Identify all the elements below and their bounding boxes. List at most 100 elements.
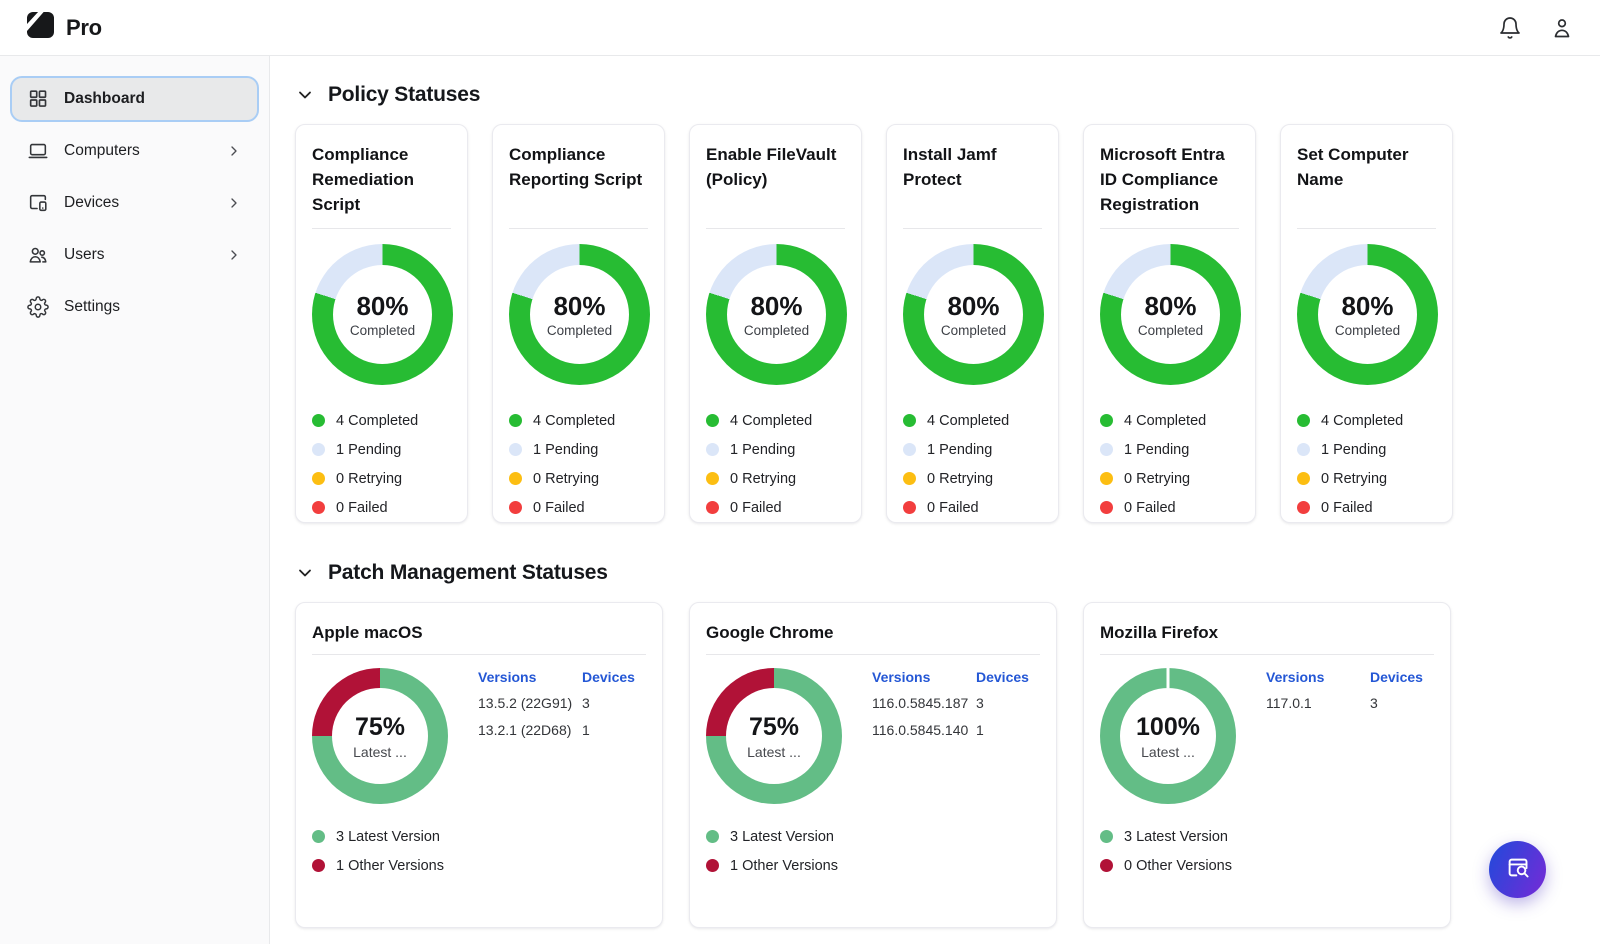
legend-dot	[706, 443, 719, 456]
policy-card-title: Compliance Reporting Script	[509, 145, 643, 189]
versions-table: Versions Devices 13.5.2 (22G91) 3 13.2.1…	[478, 669, 638, 749]
legend-dot	[706, 414, 719, 427]
chevron-right-icon	[226, 247, 242, 263]
policy-card-title: Enable FileVault (Policy)	[706, 145, 837, 189]
sidebar-item-dashboard[interactable]: Dashboard	[10, 76, 259, 122]
browser-search-icon	[1504, 854, 1531, 886]
policy-legend: 4 Completed 1 Pending 0 Retrying 0 Faile…	[903, 406, 1042, 522]
legend-item: 3 Latest Version	[1100, 822, 1434, 851]
section-title: Policy Statuses	[328, 83, 481, 106]
main-content: Policy Statuses Compliance Remediation S…	[270, 56, 1600, 944]
version-cell: 116.0.5845.140	[872, 722, 969, 738]
floating-search-button[interactable]	[1489, 841, 1546, 898]
section-title: Patch Management Statuses	[328, 561, 608, 584]
patch-legend: 3 Latest Version 1 Other Versions	[706, 822, 1040, 880]
legend-item: 4 Completed	[1100, 406, 1239, 435]
policy-donut-chart: 80% Completed	[903, 244, 1044, 385]
legend-dot	[706, 830, 719, 843]
versions-column-header[interactable]: Versions	[478, 669, 537, 685]
policy-card-title: Microsoft Entra ID Compliance Registrati…	[1100, 145, 1225, 214]
legend-label: 0 Failed	[927, 499, 979, 516]
chevron-right-icon	[226, 143, 242, 159]
user-icon[interactable]	[1550, 16, 1574, 40]
legend-dot	[706, 501, 719, 514]
devices-icon	[27, 192, 49, 214]
donut-percent: 80%	[1341, 291, 1394, 321]
bell-icon[interactable]	[1498, 16, 1522, 40]
legend-label: 4 Completed	[1124, 412, 1207, 429]
legend-dot	[509, 472, 522, 485]
donut-percent: 80%	[947, 291, 1000, 321]
policy-legend: 4 Completed 1 Pending 0 Retrying 0 Faile…	[1297, 406, 1436, 522]
version-cell: 13.2.1 (22D68)	[478, 722, 572, 738]
donut-percent: 80%	[1144, 291, 1197, 321]
policy-donut-chart: 80% Completed	[706, 244, 847, 385]
legend-dot	[312, 414, 325, 427]
legend-dot	[1297, 443, 1310, 456]
devices-column-header[interactable]: Devices	[1370, 669, 1423, 685]
devices-column-header[interactable]: Devices	[582, 669, 635, 685]
policy-card: Install Jamf Protect 80% Completed 4 Com…	[886, 124, 1059, 523]
legend-dot	[1100, 414, 1113, 427]
policy-legend: 4 Completed 1 Pending 0 Retrying 0 Faile…	[1100, 406, 1239, 522]
legend-label: 1 Other Versions	[336, 857, 444, 874]
chevron-down-icon[interactable]	[295, 85, 315, 105]
versions-table: Versions Devices 116.0.5845.187 3 116.0.…	[872, 669, 1032, 749]
legend-dot	[706, 472, 719, 485]
legend-dot	[903, 414, 916, 427]
donut-percent: 75%	[748, 712, 800, 741]
app-title: Pro	[66, 14, 102, 40]
legend-item: 0 Retrying	[706, 464, 845, 493]
legend-label: 1 Pending	[533, 441, 599, 458]
legend-item: 0 Retrying	[509, 464, 648, 493]
patch-cards-grid: Apple macOS 75% Latest ... Versions Devi…	[295, 602, 1600, 928]
versions-column-header[interactable]: Versions	[872, 669, 931, 685]
legend-dot	[903, 472, 916, 485]
legend-item: 1 Pending	[903, 435, 1042, 464]
legend-label: 1 Other Versions	[730, 857, 838, 874]
devices-cell: 1	[976, 722, 984, 738]
dashboard-icon	[27, 88, 49, 110]
legend-item: 4 Completed	[509, 406, 648, 435]
table-row: 13.5.2 (22G91) 3	[478, 695, 638, 712]
policy-card: Set Computer Name 80% Completed 4 Comple…	[1280, 124, 1453, 523]
divider	[1100, 654, 1434, 655]
sidebar-item-users[interactable]: Users	[10, 232, 259, 278]
version-cell: 13.5.2 (22G91)	[478, 695, 573, 711]
sidebar-item-label: Devices	[64, 194, 120, 211]
legend-item: 0 Failed	[1100, 493, 1239, 522]
legend-label: 1 Pending	[730, 441, 796, 458]
legend-item: 4 Completed	[312, 406, 451, 435]
devices-column-header[interactable]: Devices	[976, 669, 1029, 685]
policy-section-header[interactable]: Policy Statuses	[295, 83, 1600, 107]
top-header: Pro	[0, 0, 1600, 56]
patch-donut-chart: 75% Latest ...	[312, 668, 448, 804]
legend-label: 0 Failed	[336, 499, 388, 516]
donut-percent-label: Completed	[940, 323, 1007, 338]
donut-percent-label: Completed	[546, 323, 613, 338]
legend-label: 1 Pending	[927, 441, 993, 458]
donut-percent: 80%	[356, 291, 409, 321]
legend-item: 0 Failed	[509, 493, 648, 522]
sidebar-item-computers[interactable]: Computers	[10, 128, 259, 174]
sidebar-item-settings[interactable]: Settings	[10, 284, 259, 330]
legend-dot	[312, 472, 325, 485]
policy-card: Microsoft Entra ID Compliance Registrati…	[1083, 124, 1256, 523]
patch-card: Mozilla Firefox 100% Latest ... Versions…	[1083, 602, 1451, 928]
sidebar-item-devices[interactable]: Devices	[10, 180, 259, 226]
legend-label: 0 Failed	[730, 499, 782, 516]
versions-column-header[interactable]: Versions	[1266, 669, 1325, 685]
patch-section-header[interactable]: Patch Management Statuses	[295, 561, 1600, 585]
donut-percent-label: Completed	[349, 323, 416, 338]
chevron-down-icon[interactable]	[295, 563, 315, 583]
legend-label: 0 Retrying	[1321, 470, 1388, 487]
legend-dot	[1100, 859, 1113, 872]
divider	[706, 654, 1040, 655]
legend-item: 1 Pending	[1297, 435, 1436, 464]
legend-item: 0 Failed	[903, 493, 1042, 522]
devices-cell: 3	[1370, 695, 1378, 711]
legend-item: 1 Pending	[706, 435, 845, 464]
legend-label: 0 Other Versions	[1124, 857, 1232, 874]
patch-card-title: Apple macOS	[312, 623, 423, 642]
donut-percent: 80%	[553, 291, 606, 321]
